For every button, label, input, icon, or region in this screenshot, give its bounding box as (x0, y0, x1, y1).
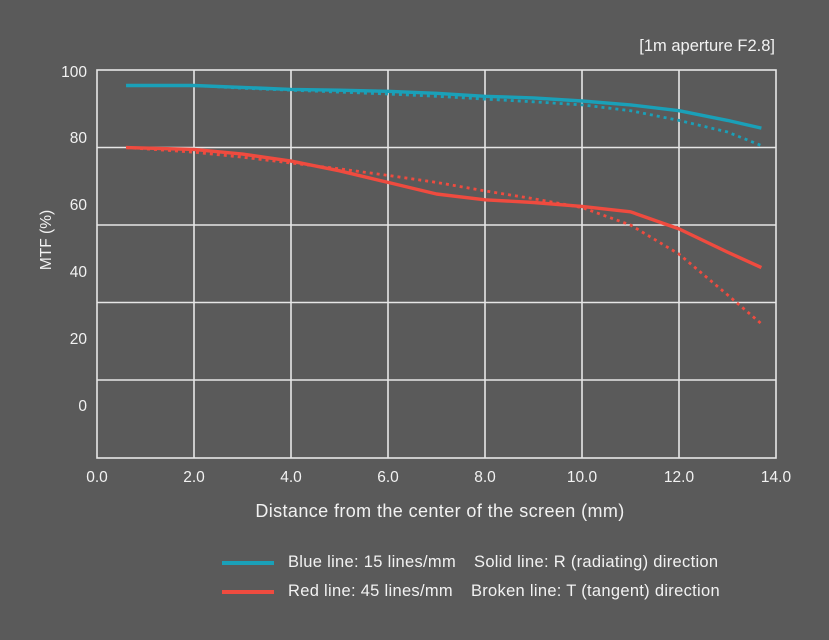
series-line-blue-dotted (126, 84, 762, 147)
y-axis-label: MTF (%) (38, 210, 55, 270)
legend-row-red: Red line: 45 lines/mm Broken line: T (ta… (222, 577, 720, 606)
legend: Blue line: 15 lines/mm Solid line: R (ra… (222, 548, 720, 606)
series-line-red-dotted (126, 146, 763, 325)
x-tick-label: 0.0 (86, 469, 108, 486)
y-tick-label: 60 (70, 197, 88, 214)
legend-solid-label: Solid line: R (radiating) direction (474, 553, 719, 571)
x-tick-label: 8.0 (474, 469, 496, 486)
chart-note: [1m aperture F2.8] (639, 37, 775, 55)
legend-row-blue: Blue line: 15 lines/mm Solid line: R (ra… (222, 548, 720, 577)
x-tick-label: 4.0 (280, 469, 302, 486)
series-layer (126, 83, 763, 325)
legend-blue-label: Blue line: 15 lines/mm (288, 553, 457, 571)
x-tick-label: 12.0 (664, 469, 695, 486)
legend-swatch-blue (222, 560, 274, 565)
y-tick-label: 100 (61, 64, 87, 81)
x-axis-label: Distance from the center of the screen (… (255, 501, 624, 521)
y-tick-label: 80 (70, 130, 88, 147)
y-tick-label: 40 (70, 264, 88, 281)
x-tick-label: 2.0 (183, 469, 205, 486)
plot-frame (96, 69, 777, 459)
grid-layer (96, 69, 777, 459)
legend-broken-label: Broken line: T (tangent) direction (470, 582, 720, 600)
tick-layer: 0.0 2.0 4.0 6.0 8.0 10.0 12.0 14.0 100 80 60 40 20 0 (61, 64, 791, 486)
x-tick-label: 6.0 (377, 469, 399, 486)
y-tick-label: 20 (70, 331, 88, 348)
legend-swatch-red (222, 589, 274, 594)
y-tick-label: 0 (78, 398, 87, 415)
series-line-blue-solid (126, 83, 762, 130)
series-line-red-solid (126, 145, 763, 270)
legend-red-label: Red line: 45 lines/mm (288, 582, 453, 600)
x-tick-label: 14.0 (761, 469, 792, 486)
x-tick-label: 10.0 (567, 469, 598, 486)
